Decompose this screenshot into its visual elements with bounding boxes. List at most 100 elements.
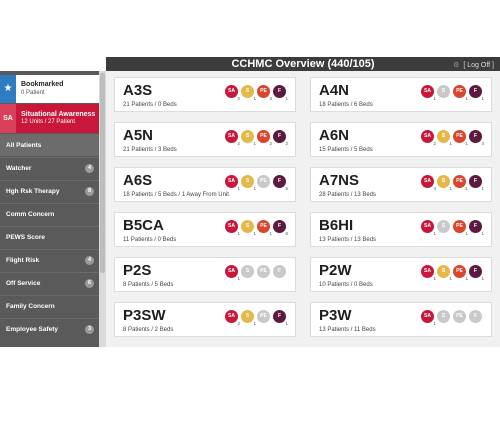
unit-card-p3w[interactable]: P3W 13 Patients / 11 Beds SA 1 S PE F: [310, 302, 492, 337]
badge-pe[interactable]: PE: [257, 175, 270, 188]
badge-count: 1: [449, 276, 452, 281]
unit-census: 15 Patients / 5 Beds: [319, 147, 373, 153]
logoff-area: ⚙[ Log Off ]: [453, 61, 494, 69]
unit-census: 13 Patients / 13 Beds: [319, 237, 377, 243]
sidebar-scrollbar[interactable]: [99, 71, 106, 347]
badge-pe[interactable]: PE: [257, 310, 270, 323]
badge-f[interactable]: F: [273, 265, 286, 278]
badge-sa[interactable]: SA 2: [421, 130, 436, 146]
unit-name: P2S: [123, 262, 152, 279]
unit-card-a5n[interactable]: A5N 21 Patients / 3 Beds SA 2 S 1 PE 2 F 2: [114, 122, 296, 157]
badge-sa[interactable]: SA 1: [225, 220, 240, 236]
unit-badges: SA 2 S 1 PE F 1: [225, 310, 289, 326]
sa-icon: SA: [0, 104, 16, 133]
badge-count: 1: [269, 231, 272, 236]
unit-badges: SA 1 S PE F: [421, 310, 485, 326]
sidebar-bookmarked[interactable]: ★ Bookmarked 0 Patient: [0, 75, 99, 103]
logoff-link[interactable]: [ Log Off ]: [463, 62, 494, 69]
sidebar-item-family-concern[interactable]: Family Concern: [0, 295, 99, 317]
unit-census: 28 Patients / 13 Beds: [319, 192, 377, 198]
badge-count: 1: [253, 321, 256, 326]
unit-card-p2w[interactable]: P2W 10 Patients / 0 Beds SA 1 S 1 PE 1 F 1: [310, 257, 492, 292]
badge-pe[interactable]: PE 1: [453, 85, 468, 101]
badge-count: 2: [237, 141, 240, 146]
badge-sa[interactable]: SA 1: [421, 85, 436, 101]
badge-sa[interactable]: SA 1: [421, 265, 436, 281]
badge-pe[interactable]: PE: [257, 265, 270, 278]
scrollbar-thumb[interactable]: [100, 73, 105, 273]
unit-card-p2s[interactable]: P2S 8 Patients / 5 Beds SA 1 S PE F: [114, 257, 296, 292]
badge-sa[interactable]: SA 1: [421, 220, 436, 236]
badge-count: 1: [465, 186, 468, 191]
sidebar-situational-awareness[interactable]: SA Situational Awareness 12 Units / 27 P…: [0, 104, 99, 133]
badge-sa[interactable]: SA 4: [421, 175, 436, 191]
unit-card-b5ca[interactable]: B5CA 11 Patients / 0 Beds SA 1 S 1 PE 1 F 6: [114, 212, 296, 247]
badge-count: 1: [433, 276, 436, 281]
sidebar-item-pews-score[interactable]: PEWS Score: [0, 226, 99, 248]
badge-s[interactable]: S: [437, 220, 450, 233]
badge-s[interactable]: S: [241, 265, 254, 278]
badge-f[interactable]: F: [469, 310, 482, 323]
badge-pe[interactable]: PE: [453, 310, 466, 323]
page-title: CCHMC Overview (440/105): [231, 58, 375, 70]
unit-card-a3s[interactable]: A3S 21 Patients / 0 Beds SA 2 S 1 PE 3 F 1: [114, 77, 296, 112]
badge-sa[interactable]: SA 1: [225, 265, 240, 281]
sidebar-item-count: 8: [85, 187, 94, 196]
badge-sa[interactable]: SA 2: [225, 310, 240, 326]
sidebar-item-label: Employee Safety: [6, 326, 59, 333]
sidebar-item-all-patients[interactable]: All Patients: [0, 134, 99, 156]
badge-sa[interactable]: SA 1: [225, 175, 240, 191]
badge-pe[interactable]: PE 1: [453, 130, 468, 146]
unit-card-a4n[interactable]: A4N 18 Patients / 6 Beds SA 1 S PE 1 F 1: [310, 77, 492, 112]
badge-count: 1: [465, 276, 468, 281]
badge-sa[interactable]: SA 1: [421, 310, 436, 326]
badge-pe[interactable]: PE 1: [257, 220, 272, 236]
unit-badges: SA 1 S PE F: [225, 265, 289, 281]
sidebar-item-employee-safety[interactable]: Employee Safety 3: [0, 318, 99, 340]
badge-pe[interactable]: PE 2: [257, 130, 272, 146]
badge-pe[interactable]: PE 1: [453, 220, 468, 236]
badge-pe[interactable]: PE 1: [453, 265, 468, 281]
badge-s[interactable]: S: [437, 85, 450, 98]
unit-census: 18 Patients / 5 Beds / 1 Away From Unit: [123, 192, 229, 198]
badge-sa[interactable]: SA 2: [225, 130, 240, 146]
badge-pe[interactable]: PE 3: [257, 85, 272, 101]
badge-count: 4: [481, 141, 484, 146]
unit-badges: SA 2 S 1 PE 3 F 1: [225, 85, 289, 101]
unit-card-p3sw[interactable]: P3SW 8 Patients / 2 Beds SA 2 S 1 PE F 1: [114, 302, 296, 337]
sidebar-item-flight-risk[interactable]: Flight Risk 4: [0, 249, 99, 271]
badge-s[interactable]: S: [437, 310, 450, 323]
sidebar-item-comm-concern[interactable]: Comm Concern: [0, 203, 99, 225]
sidebar-item-watcher[interactable]: Watcher 4: [0, 157, 99, 179]
unit-card-a7ns[interactable]: A7NS 28 Patients / 13 Beds SA 4 S 1 PE 1 F 1: [310, 167, 492, 202]
sidebar-item-hgh-rsk-therapy[interactable]: Hgh Rsk Therapy 8: [0, 180, 99, 202]
badge-sa[interactable]: SA 2: [225, 85, 240, 101]
unit-name: A4N: [319, 82, 350, 99]
badge-pe[interactable]: PE 1: [453, 175, 468, 191]
unit-name: B5CA: [123, 217, 164, 234]
settings-icon[interactable]: ⚙: [453, 62, 460, 69]
unit-card-b6hi[interactable]: B6HI 13 Patients / 13 Beds SA 1 S PE 1 F 1: [310, 212, 492, 247]
badge-count: 1: [449, 186, 452, 191]
unit-card-a6n[interactable]: A6N 15 Patients / 5 Beds SA 2 S 1 PE 1 F 4: [310, 122, 492, 157]
sidebar-item-off-service[interactable]: Off Service 6: [0, 272, 99, 294]
unit-card-a6s[interactable]: A6S 18 Patients / 5 Beds / 1 Away From Un…: [114, 167, 296, 202]
